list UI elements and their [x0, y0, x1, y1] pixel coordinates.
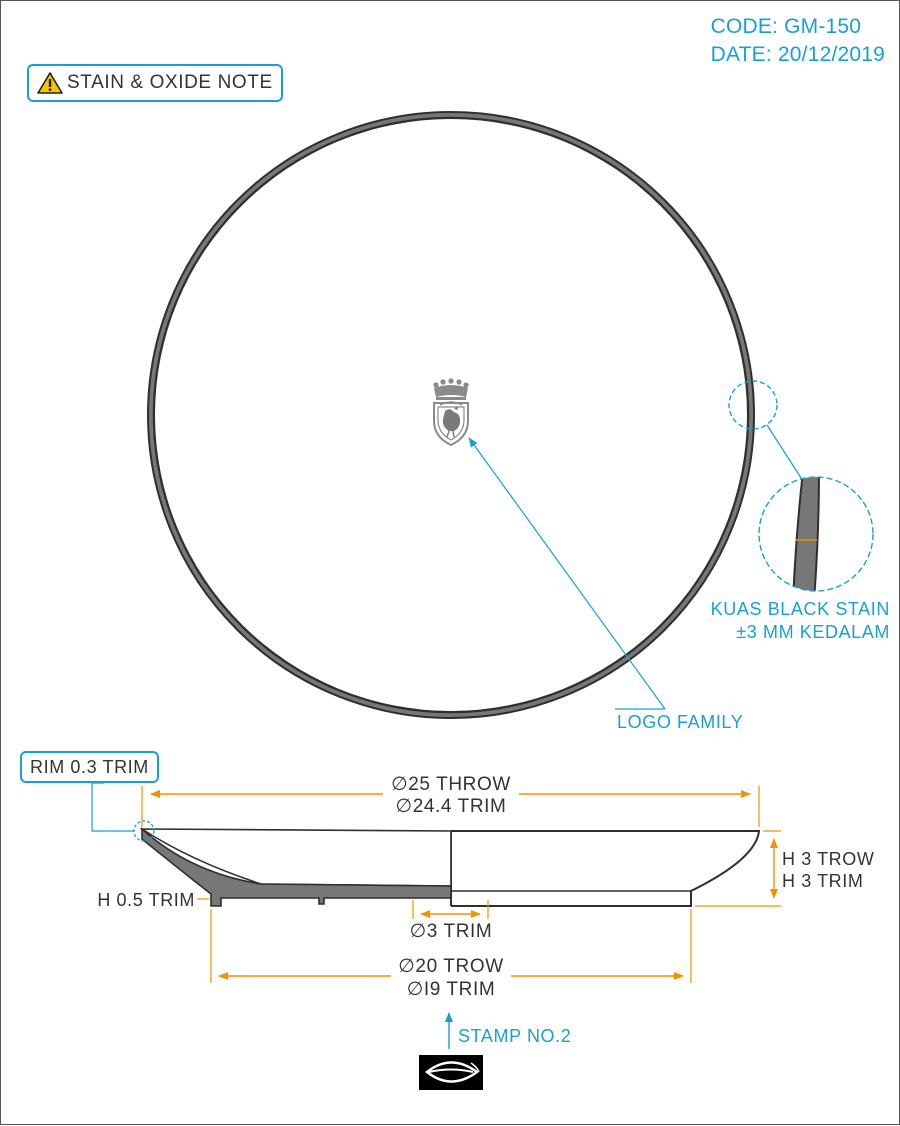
base-diameter-dimension: ∅20 TROW ∅I9 TRIM: [210, 909, 692, 1000]
product-code: CODE: GM-150: [710, 15, 862, 38]
base-diameter-throw: ∅20 TROW: [398, 956, 503, 977]
base-diameter-trim: ∅I9 TRIM: [407, 979, 496, 1000]
black-stain-callout-line2: ±3 MM KEDALAM: [736, 622, 890, 642]
rim-detail-enlarged: [758, 476, 874, 592]
logo-leader-line: [468, 437, 666, 710]
outer-diameter-dimension: ∅25 THROW ∅24.4 TRIM: [141, 773, 760, 827]
plate-section-view: [91, 782, 761, 907]
stain-oxide-note[interactable]: STAIN & OXIDE NOTE: [27, 64, 283, 102]
stain-oxide-label: STAIN & OXIDE NOTE: [67, 72, 273, 93]
height-throw: H 3 TROW: [782, 849, 874, 869]
stamp-callout: STAMP NO.2: [458, 1026, 571, 1046]
logo-family-callout: LOGO FAMILY: [617, 712, 743, 732]
rim-trim-note[interactable]: RIM 0.3 TRIM: [20, 751, 159, 783]
outer-diameter-throw: ∅25 THROW: [391, 774, 511, 795]
rim-detail-marker: [728, 380, 778, 430]
outer-diameter-trim: ∅24.4 TRIM: [396, 796, 507, 817]
height-trim: H 3 TRIM: [782, 871, 863, 891]
family-crest-logo: [433, 378, 469, 447]
section-cut-fill: [141, 827, 452, 907]
center-hole-dimension: ∅3 TRIM: [410, 900, 493, 942]
leaf-stamp-icon: [419, 1055, 483, 1090]
warning-icon: [37, 72, 63, 94]
rim-trim-label: RIM 0.3 TRIM: [30, 756, 149, 777]
code-block: CODE: GM-150 DATE: 20/12/2019: [711, 13, 885, 69]
black-stain-callout-line1: KUAS BLACK STAIN: [711, 599, 890, 619]
drawing-date: DATE: 20/12/2019: [710, 43, 885, 66]
foot-height: H 0.5 TRIM: [97, 890, 195, 910]
height-dimension: H 3 TROW H 3 TRIM: [695, 830, 874, 907]
center-hole-label: ∅3 TRIM: [410, 921, 493, 942]
